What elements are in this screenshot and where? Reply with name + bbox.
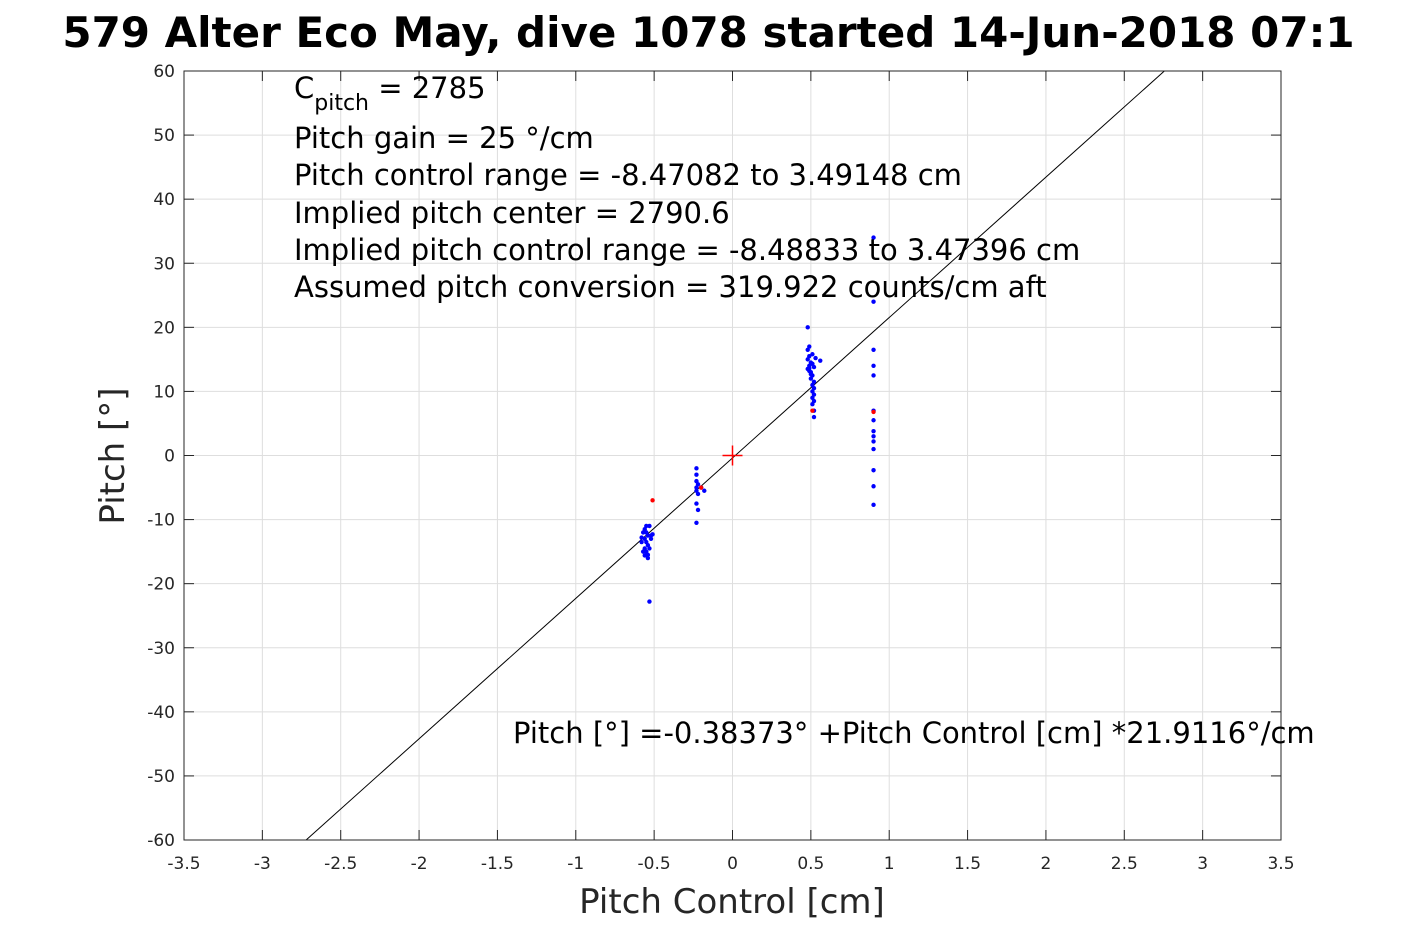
data-point <box>871 446 876 452</box>
data-point <box>871 439 876 444</box>
data-point <box>694 520 699 525</box>
data-point <box>871 428 876 434</box>
data-point <box>647 523 652 529</box>
x-tick-label: 3.5 <box>1267 854 1294 874</box>
x-tick-label: 0.5 <box>797 854 824 874</box>
x-tick-label: 0 <box>727 854 738 874</box>
cpitch-base: C <box>294 71 314 105</box>
cpitch-annotation: Cpitch = 2785 <box>294 71 486 116</box>
data-point <box>648 536 654 542</box>
x-tick-label: 2 <box>1041 854 1052 874</box>
data-point <box>871 468 876 473</box>
y-tick-label: 0 <box>164 447 175 467</box>
x-tick-label: 1.5 <box>954 854 981 874</box>
data-point <box>645 555 651 561</box>
data-point <box>871 347 876 352</box>
x-tick-label: -0.5 <box>638 854 671 874</box>
x-tick-label: -2.5 <box>324 854 357 874</box>
data-point <box>807 366 812 371</box>
data-point <box>818 358 823 363</box>
y-tick-label: -30 <box>147 639 175 659</box>
annotation-block: Cpitch = 2785 Pitch gain = 25 °/cm Pitch… <box>294 71 1080 304</box>
data-point <box>871 409 876 415</box>
y-tick-label: -40 <box>147 703 175 723</box>
data-point <box>808 376 814 381</box>
data-point <box>702 488 707 493</box>
x-tick-labels: -3.5 -3 -2.5 -2 -1.5 -1 -0.5 0 0.5 1 1.5 2 2.5 3 3.5 <box>167 854 1294 874</box>
data-point <box>694 485 699 490</box>
data-point <box>698 485 704 490</box>
data-point <box>694 472 699 477</box>
data-point <box>871 363 876 368</box>
data-point <box>810 352 815 357</box>
data-point <box>813 355 818 361</box>
data-point <box>871 502 876 508</box>
y-tick-label: 20 <box>153 318 175 338</box>
data-point <box>810 408 815 413</box>
pitch-gain-annotation: Pitch gain = 25 °/cm <box>294 121 594 155</box>
data-point <box>811 414 817 420</box>
data-point <box>642 553 647 558</box>
data-points <box>639 235 876 604</box>
data-point <box>805 347 810 352</box>
x-tick-label: 2.5 <box>1111 854 1138 874</box>
y-axis-label: Pitch [°] <box>93 387 133 524</box>
y-tick-label: -50 <box>147 767 175 787</box>
implied-pitch-control-range-annotation: Implied pitch control range = -8.48833 t… <box>294 233 1080 267</box>
x-tick-label: -3.5 <box>167 854 200 874</box>
data-point <box>871 299 876 304</box>
data-point <box>695 507 701 513</box>
pitch-conversion-annotation: Assumed pitch conversion = 319.922 count… <box>294 270 1047 304</box>
data-point <box>810 361 815 367</box>
x-tick-label: -1 <box>567 854 584 874</box>
data-point <box>694 501 699 506</box>
y-tick-label: 40 <box>153 190 175 210</box>
x-tick-label: -1.5 <box>481 854 514 874</box>
center-marker <box>722 445 743 466</box>
data-point <box>640 530 646 535</box>
y-tick-label: 60 <box>153 62 175 82</box>
implied-pitch-center-annotation: Implied pitch center = 2790.6 <box>294 196 730 230</box>
y-tick-labels: 60 50 40 30 20 10 0 -10 -20 -30 -40 -50 -60 <box>147 62 175 851</box>
data-point <box>640 549 646 554</box>
data-point <box>695 491 701 497</box>
data-point <box>639 539 644 545</box>
y-tick-label: 50 <box>153 126 175 146</box>
data-point <box>810 402 815 407</box>
data-point <box>650 532 655 537</box>
y-tick-label: 30 <box>153 254 175 274</box>
y-tick-label: -60 <box>147 831 175 851</box>
x-tick-label: -2 <box>411 854 428 874</box>
cpitch-subscript: pitch <box>314 91 369 116</box>
data-point <box>871 235 876 240</box>
data-point <box>647 599 652 604</box>
x-axis-label: Pitch Control [cm] <box>579 882 885 922</box>
data-point <box>644 523 649 529</box>
tick-marks <box>183 70 1282 841</box>
x-tick-label: 1 <box>884 854 895 874</box>
x-tick-label: -3 <box>254 854 271 874</box>
data-point <box>871 484 876 489</box>
y-tick-label: 10 <box>153 382 175 402</box>
data-point <box>871 373 876 378</box>
data-point <box>650 498 655 503</box>
pitch-control-range-annotation: Pitch control range = -8.47082 to 3.4914… <box>294 158 962 192</box>
cpitch-value: = 2785 <box>369 71 486 105</box>
data-point <box>645 533 651 538</box>
data-point <box>805 357 810 362</box>
fit-equation-annotation: Pitch [°] =-0.38373° +Pitch Control [cm]… <box>513 716 1315 750</box>
y-tick-label: -10 <box>147 511 175 531</box>
data-point <box>808 371 814 377</box>
data-point <box>871 434 876 439</box>
data-point <box>805 325 810 330</box>
data-point <box>647 546 652 551</box>
data-point <box>694 466 699 471</box>
y-tick-label: -20 <box>147 575 175 595</box>
x-tick-label: 3 <box>1197 854 1208 874</box>
data-point <box>871 418 876 423</box>
chart-title: 579 Alter Eco May, dive 1078 started 14-… <box>62 8 1355 57</box>
data-point <box>639 535 644 540</box>
